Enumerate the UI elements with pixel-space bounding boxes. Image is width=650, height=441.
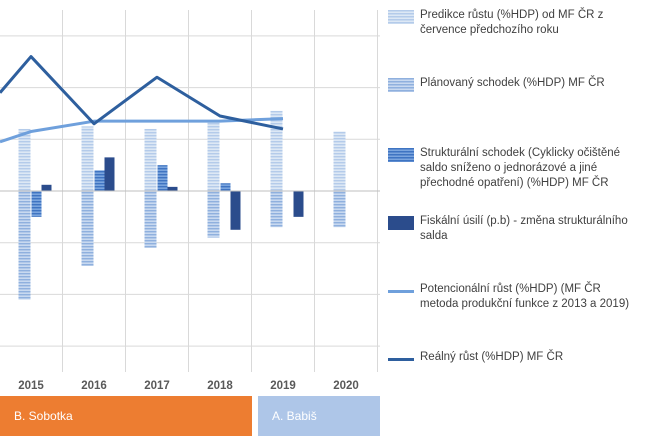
legend-label: Plánovaný schodek (%HDP) MF ČR [420,77,605,89]
series-lines [0,55,284,144]
bar-fiskální-2018 [230,191,241,230]
bar-plánovaný-2015 [18,191,31,300]
legend-swatch [388,290,414,293]
line-realny-rust [0,55,284,131]
legend-swatch [388,358,414,361]
x-tick-2019: 2019 [270,380,296,392]
x-tick-2016: 2016 [81,380,107,392]
bar-predikce-2017 [144,128,157,191]
legend-swatch [388,216,414,230]
bar-predikce-2019 [270,110,283,191]
legend-swatch [388,78,414,92]
period-band-2: A. Babiš [258,396,380,436]
legend-item-6: Reálný růst (%HDP) MF ČR [388,350,563,365]
bar-fiskální-2017 [167,186,178,191]
bars [0,110,380,300]
bar-strukturální-2016 [94,170,105,191]
bar-fiskální-2015 [41,184,52,191]
bar-plánovaný-2017 [144,191,157,248]
bar-predikce-2016 [81,126,94,191]
legend-item-3: Strukturální schodek (Cyklicky očištěné s… [388,146,620,191]
x-tick-labels: 2015 2016 2017 2018 2019 2020 [18,380,359,392]
line-potencionalni-rust [0,117,284,144]
bar-predikce-2015 [18,128,31,191]
bar-predikce-2018 [207,121,220,191]
legend-label: Reálný růst (%HDP) MF ČR [420,351,564,363]
bar-plánovaný-2020 [333,191,346,228]
x-tick-2015: 2015 [18,380,44,392]
bar-fiskální-2019 [293,191,304,217]
bar-strukturální-2015 [31,191,42,217]
legend-item-2: Plánovaný schodek (%HDP) MF ČR [388,76,605,92]
legend-item-5: Potencionální růst (%HDP) (MF ČR metoda p… [388,282,629,312]
bar-plánovaný-2016 [81,191,94,266]
legend-swatch [388,148,414,162]
chart: 2015 2016 2017 2018 2019 2020 [0,10,380,392]
bar-plánovaný-2019 [270,191,283,228]
legend-item-4: Fiskální úsilí (p.b) - změna strukturáln… [388,214,628,244]
legend-label: Predikce růstu (%HDP) od MF ČR z července… [420,9,604,36]
legend-label: Fiskální úsilí (p.b) - změna strukturáln… [420,215,628,242]
x-tick-2020: 2020 [333,380,359,392]
bar-plánovaný-2018 [207,191,220,238]
x-tick-2017: 2017 [144,380,170,392]
legend-item-1: Predikce růstu (%HDP) od MF ČR z července… [388,8,603,38]
legend: Predikce růstu (%HDP) od MF ČR z července… [388,0,650,380]
legend-swatch [388,10,414,24]
period-band-1: B. Sobotka [0,396,252,436]
x-tick-2018: 2018 [207,380,233,392]
bar-predikce-2020 [333,131,346,191]
legend-label: Strukturální schodek (Cyklicky očištěné s… [420,147,621,189]
bar-fiskální-2016 [104,157,115,191]
bar-strukturální-2017 [157,165,168,191]
legend-label: Potencionální růst (%HDP) (MF ČR metoda p… [420,283,630,310]
bar-strukturální-2018 [220,183,231,191]
